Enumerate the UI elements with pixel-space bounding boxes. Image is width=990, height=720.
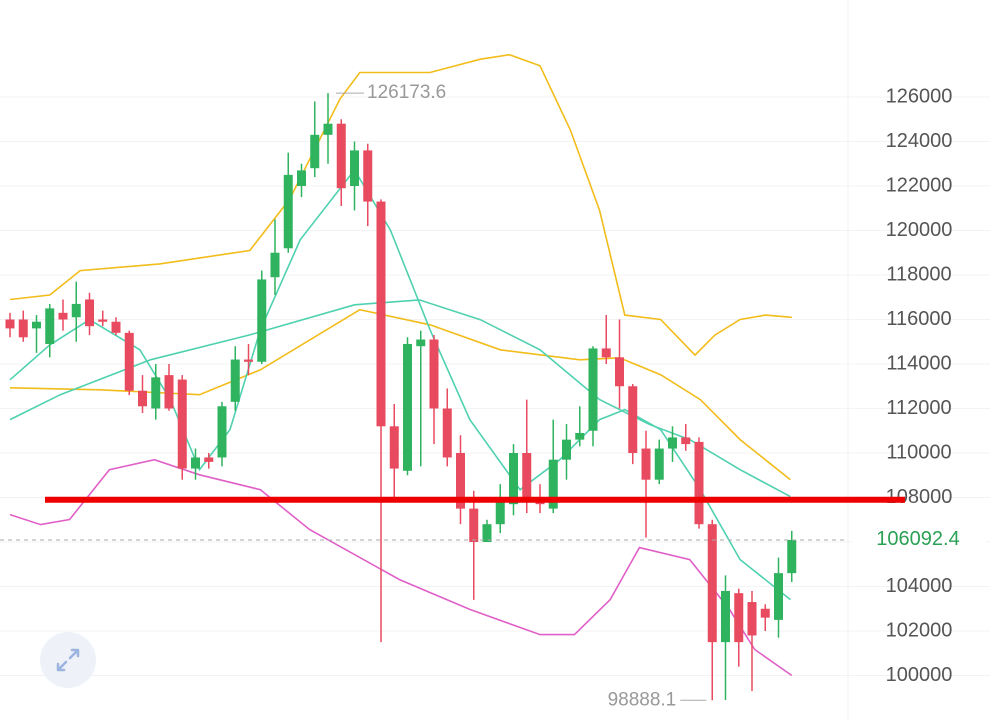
y-tick-label: 110000 [886,441,951,463]
min-marker-label: 98888.1 [608,689,677,710]
candle-body [323,123,333,135]
candle-body [257,279,267,362]
candle-body [230,359,240,402]
candle-body [721,590,730,643]
y-tick-label: 116000 [886,308,951,330]
indicator-line [9,458,793,677]
candle-body [350,150,359,186]
candle-body [482,524,492,542]
candle-body [58,312,68,320]
candle-body [734,593,744,643]
y-tick-label: 126000 [886,85,953,107]
candle-body [32,321,41,329]
candle-body [45,308,55,344]
candle-body [283,174,293,249]
candle-body [204,457,214,462]
indicator-line [9,299,791,498]
candle-body [562,439,571,460]
candle-body [575,432,585,440]
candle-body [787,539,797,574]
candle-body [681,437,691,445]
y-tick-label: 114000 [886,352,951,374]
candle-body [654,448,664,480]
candle-body [5,319,15,329]
candle-body [668,437,677,449]
candle-body [416,339,426,347]
y-tick-label: 118000 [886,263,951,285]
indicator-line [9,168,791,601]
candle-body [297,170,306,186]
candle-body [85,299,94,327]
candle-body [124,332,134,391]
expand-button-bg[interactable] [40,632,96,688]
candle-body [138,390,147,407]
candle-body [217,406,227,458]
candle-body [628,386,638,453]
candle-body [403,343,412,471]
y-tick-label: 102000 [886,619,953,641]
candle-body [588,348,598,431]
max-marker-label: 126173.6 [367,82,446,103]
last-price-box [852,524,986,555]
candle-body [270,252,280,278]
candle-body [509,453,518,505]
candle-body [442,408,452,458]
candle-body [389,426,399,469]
candle-body [774,573,783,620]
y-tick-label: 104000 [886,575,953,597]
candle-body [429,339,439,409]
plot: 1000001020001040001060001080001100001120… [0,53,990,710]
candle-body [707,524,717,643]
candle-body [456,453,465,509]
candle-body [615,357,624,387]
y-tick-label: 100000 [886,664,953,686]
y-tick-label: 122000 [886,174,953,196]
candle-body [98,319,108,322]
candle-body [469,508,479,542]
candle-body [760,608,770,618]
candle-body [18,319,28,338]
candle-body [244,359,253,362]
candle-body [641,448,651,480]
candle-body [164,375,174,409]
indicator-line [9,308,791,481]
last-price-label: 106092.4 [876,528,959,550]
candle-body [336,123,346,189]
candle-body [548,459,558,509]
candle-body [111,321,121,333]
y-tick-label: 112000 [886,397,951,419]
candle-body [522,453,532,500]
expand-button[interactable] [40,632,96,688]
candle-body [747,602,757,636]
y-tick-label: 120000 [886,219,953,241]
expand-icon[interactable] [56,648,80,672]
candle-body [310,134,320,169]
candle-body [376,201,386,427]
candle-body [151,377,161,409]
candle-body [177,379,187,469]
y-tick-label: 124000 [886,130,953,152]
candle-body [495,501,505,525]
candle-body [191,457,200,469]
candle-body [694,441,704,525]
candle-body [363,150,373,202]
candle-body [71,303,81,318]
indicator-line [9,53,792,357]
candle-body [601,348,611,358]
